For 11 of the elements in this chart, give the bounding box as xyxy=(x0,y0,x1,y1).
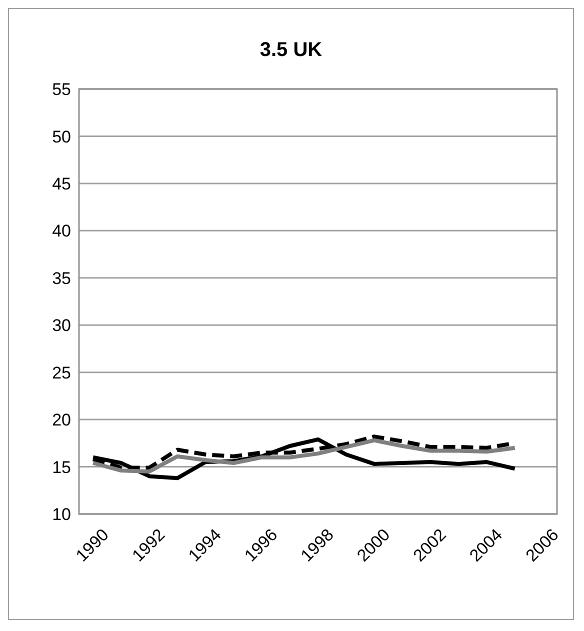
y-tick-label: 45 xyxy=(52,174,71,194)
y-tick-label: 50 xyxy=(52,127,71,146)
y-tick-label: 55 xyxy=(52,80,71,100)
y-tick-label: 35 xyxy=(52,268,71,288)
y-tick-label: 40 xyxy=(52,222,71,241)
y-tick-label: 15 xyxy=(52,458,71,477)
chart-title: 3.5 UK xyxy=(258,39,324,63)
y-tick-label: 30 xyxy=(52,316,71,336)
y-tick-label: 10 xyxy=(52,505,71,524)
y-tick-label: 20 xyxy=(52,410,71,430)
y-tick-label: 25 xyxy=(52,363,71,382)
